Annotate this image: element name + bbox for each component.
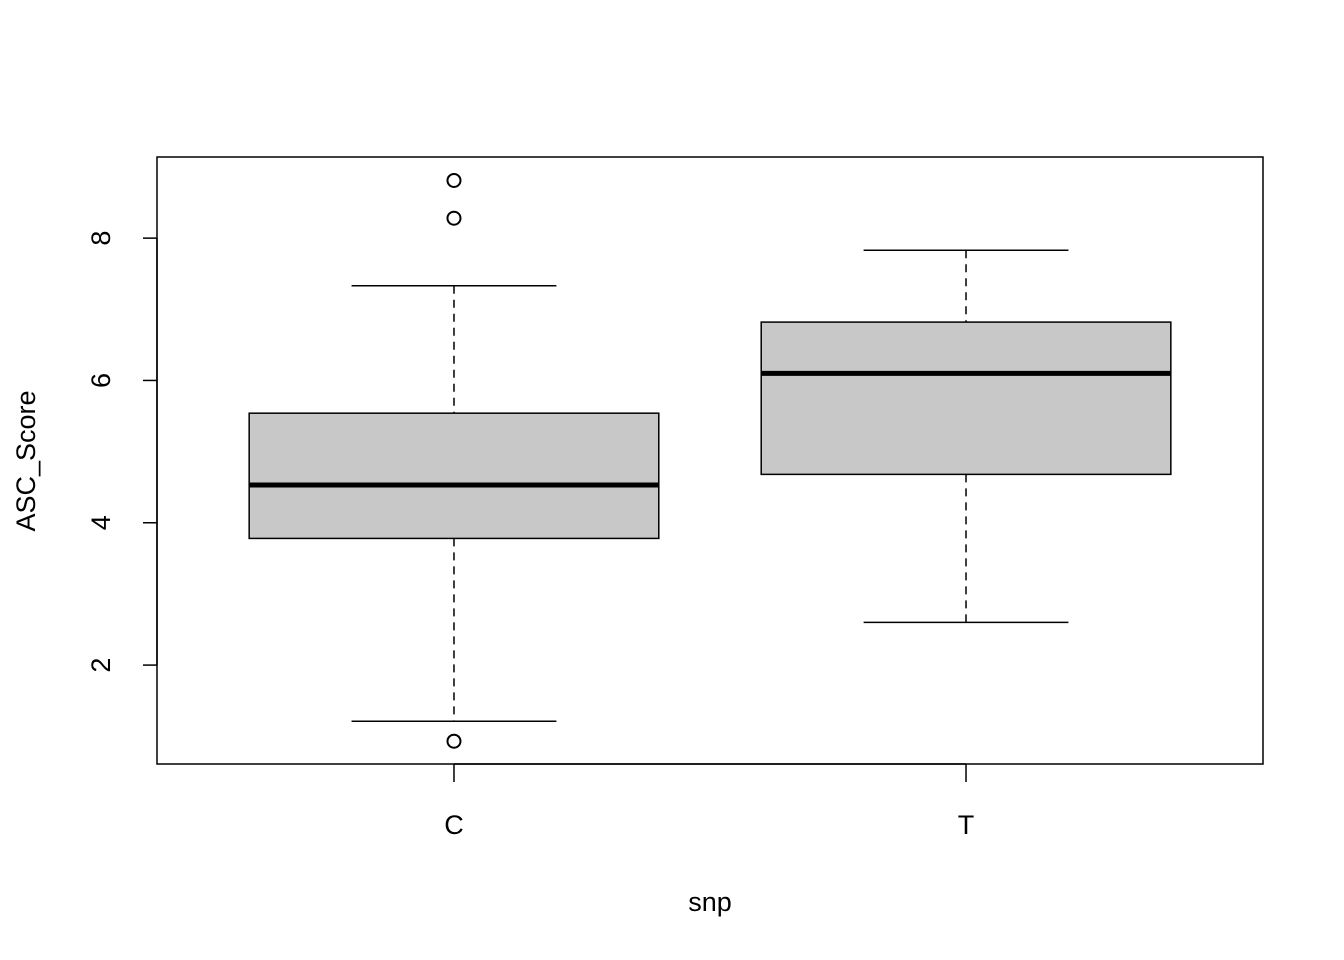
x-axis-label: snp bbox=[688, 887, 732, 917]
box-C bbox=[248, 412, 660, 540]
outlier-point bbox=[446, 172, 462, 188]
y-tick-label: 8 bbox=[86, 231, 116, 246]
x-tick-label: T bbox=[958, 810, 975, 840]
outlier-point bbox=[446, 733, 462, 749]
outlier-point bbox=[446, 210, 462, 226]
y-tick-label: 4 bbox=[86, 515, 116, 530]
x-tick-label: C bbox=[444, 810, 464, 840]
y-tick-label: 2 bbox=[86, 658, 116, 673]
y-tick-label: 6 bbox=[86, 373, 116, 388]
box-T bbox=[760, 321, 1172, 476]
y-axis-label: ASC_Score bbox=[11, 390, 41, 531]
